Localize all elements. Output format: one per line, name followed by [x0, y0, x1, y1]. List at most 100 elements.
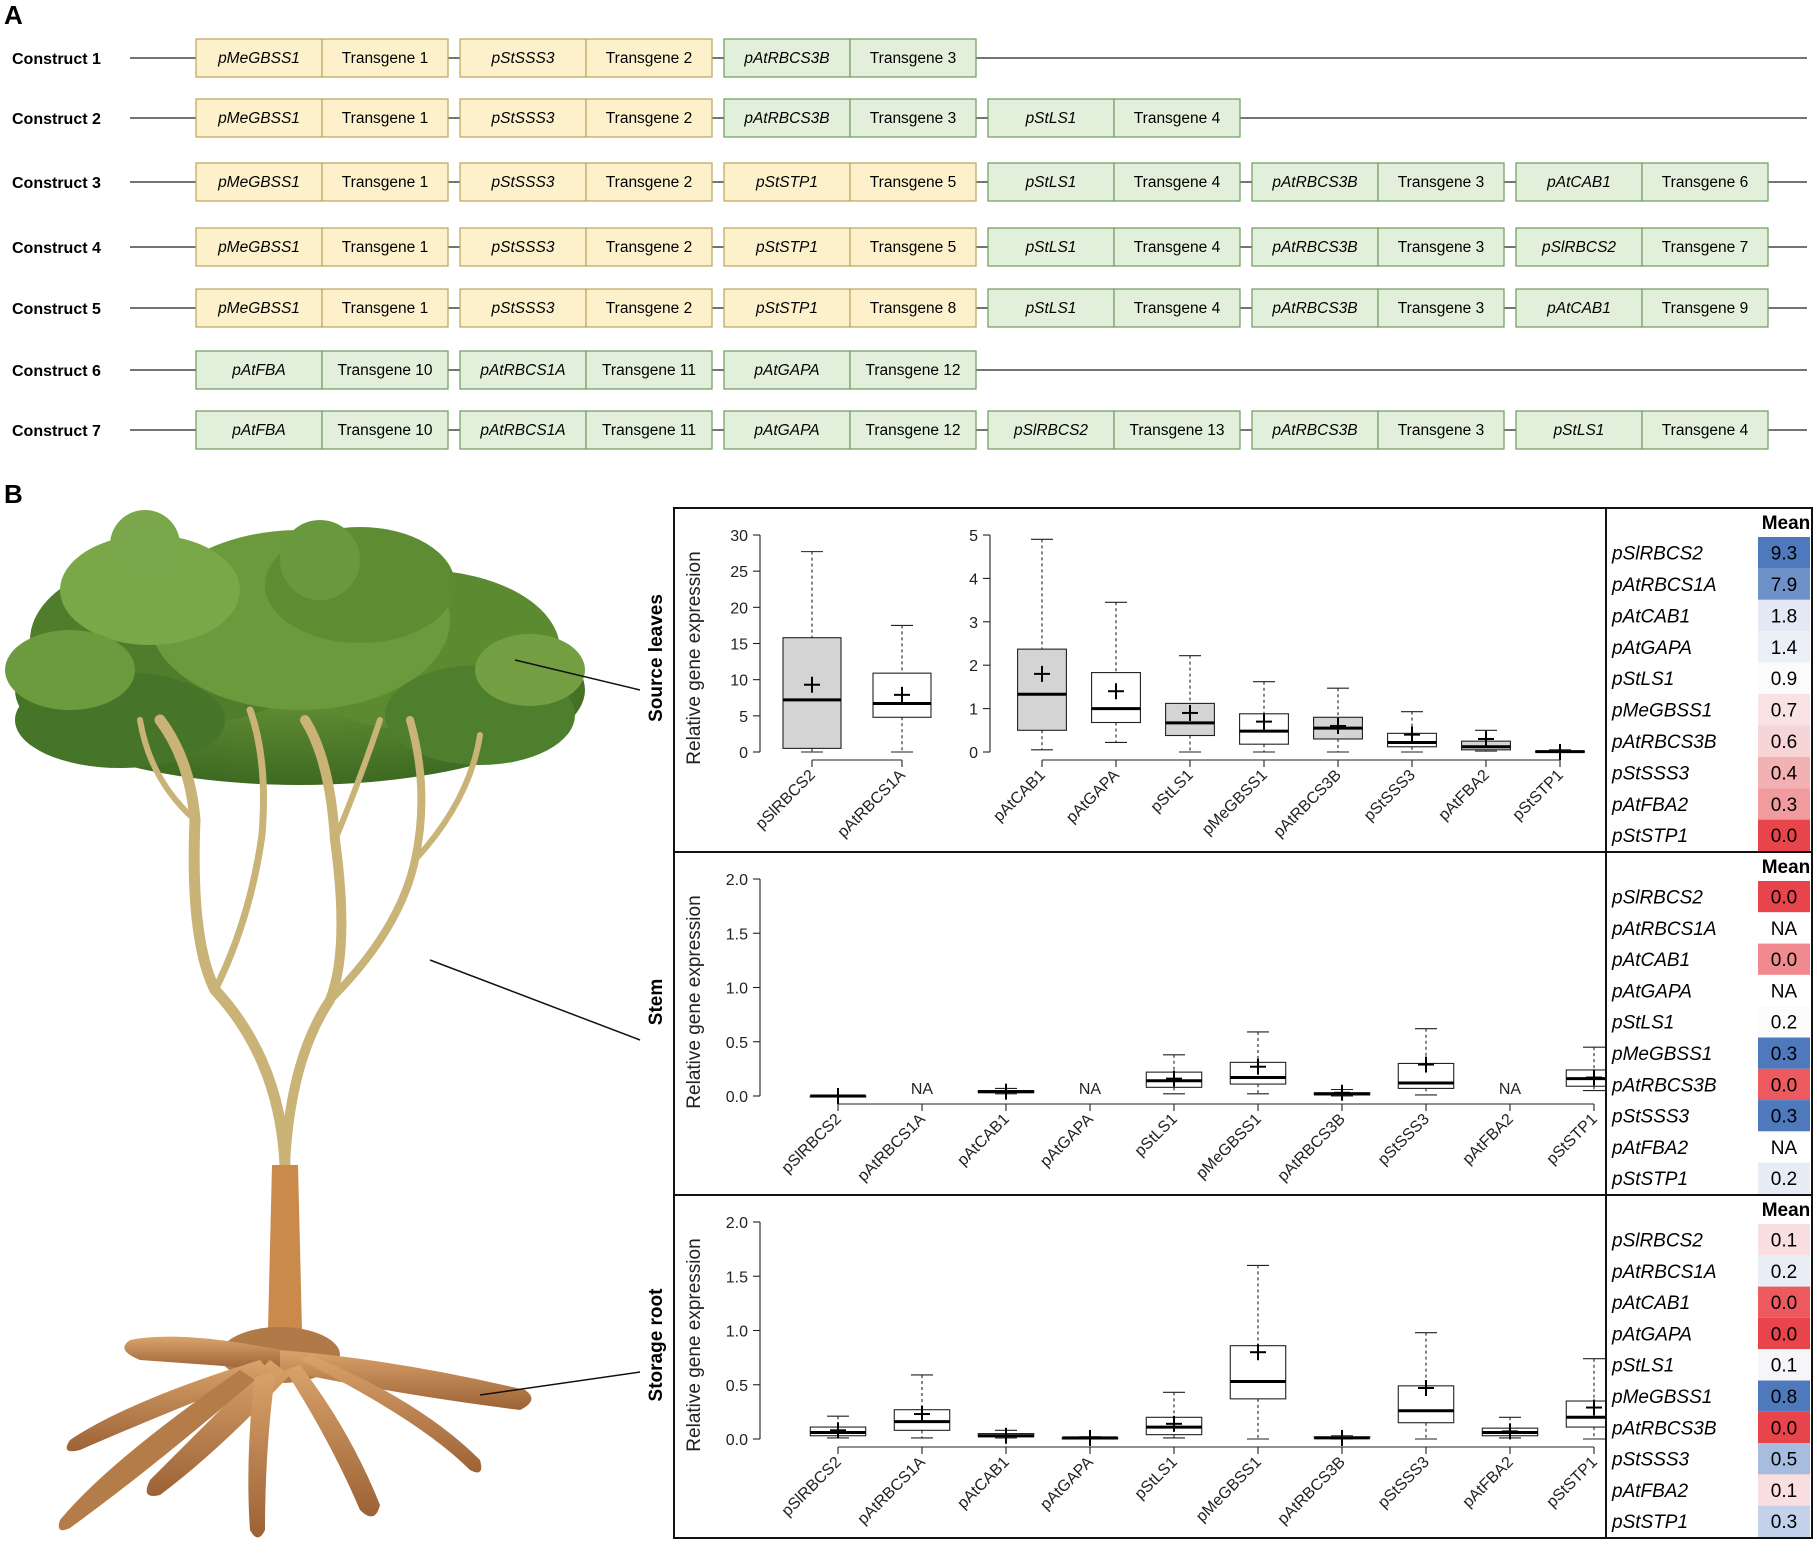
box-plot-pAtRBCS3B	[1313, 687, 1363, 753]
transgene-box	[321, 410, 449, 450]
transgene-box	[585, 38, 713, 78]
promoter-box	[1251, 162, 1379, 202]
promoter-label: pStLS1	[1025, 174, 1077, 191]
box-plot-pAtFBA2	[1461, 729, 1511, 752]
promoter-label: pStSSS3	[491, 300, 555, 317]
mean-table-promoter: pMeGBSS1	[1611, 701, 1712, 722]
box-plot-pAtRBCS1A	[872, 624, 932, 753]
cassette: pAtGAPA Transgene 12	[723, 410, 977, 450]
promoter-label: pAtRBCS3B	[1271, 174, 1357, 191]
mean-table-value: 0.2	[1771, 1169, 1797, 1190]
expression-charts: Source leaves Relative gene expression 0 5 1…	[646, 507, 1813, 1539]
box-plot-pAtRBCS1A	[893, 1374, 951, 1439]
y-tick-label: 1.5	[726, 926, 748, 943]
mean-table-promoter: pSlRBCS2	[1611, 1231, 1703, 1252]
promoter-label: pMeGBSS1	[217, 110, 300, 127]
box-plot-pAtFBA2: NA	[1499, 1081, 1522, 1098]
mean-table-value: 0.9	[1771, 669, 1797, 690]
promoter-label: pStLS1	[1025, 239, 1077, 256]
construct-label: Construct 3	[12, 175, 101, 192]
pointer-line-source-leaves	[514, 659, 641, 691]
transgene-box	[321, 350, 449, 390]
transgene-box	[585, 98, 713, 138]
promoter-box	[987, 162, 1115, 202]
promoter-label: pAtRBCS1A	[479, 362, 565, 379]
promoter-box	[1251, 227, 1379, 267]
transgene-label: Transgene 5	[870, 239, 956, 256]
transgene-box	[1641, 162, 1769, 202]
cassette: pSlRBCS2 Transgene 7	[1515, 227, 1769, 267]
promoter-label: pSlRBCS2	[1541, 239, 1616, 256]
construct-label: Construct 4	[12, 240, 101, 257]
promoter-box	[459, 410, 587, 450]
chart-panel-source-leaves: Source leaves Relative gene expression 0 5 1…	[646, 507, 1813, 853]
cassette: pMeGBSS1 Transgene 1	[195, 288, 449, 328]
box-plot-pAtGAPA	[1061, 1429, 1119, 1446]
promoter-box	[195, 162, 323, 202]
mean-table-value: 0.4	[1771, 763, 1798, 784]
cassette: pStLS1 Transgene 4	[987, 288, 1241, 328]
chart-frame	[673, 851, 1607, 1196]
mean-value-cell	[1758, 1224, 1810, 1256]
transgene-label: Transgene 2	[606, 239, 692, 256]
y-axis-title: Relative gene expression	[684, 895, 705, 1108]
transgene-box	[1641, 410, 1769, 450]
mean-table-value: 0.0	[1771, 950, 1797, 971]
transgene-box	[1641, 227, 1769, 267]
transgene-box	[849, 288, 977, 328]
mean-table-promoter: pAtCAB1	[1611, 606, 1690, 627]
y-tick-label: 1.0	[726, 1324, 748, 1341]
promoter-label: pMeGBSS1	[217, 239, 300, 256]
promoter-label: pAtRBCS1A	[479, 422, 565, 439]
construct-label: Construct 1	[12, 51, 101, 68]
transgene-box	[321, 227, 449, 267]
transgene-label: Transgene 4	[1134, 300, 1221, 317]
mean-table-value: 7.9	[1771, 575, 1797, 596]
transgene-label: Transgene 4	[1662, 422, 1749, 439]
transgene-label: Transgene 13	[1129, 422, 1224, 439]
promoter-box	[459, 350, 587, 390]
mean-table-value: 0.0	[1771, 1324, 1797, 1345]
mean-table-value: 0.0	[1771, 1418, 1797, 1439]
transgene-label: Transgene 3	[1398, 300, 1484, 317]
box-plot-pAtFBA2	[1481, 1416, 1539, 1440]
construct-row: Construct 1 pMeGBSS1 Transgene 1 pStSSS3 Tra…	[12, 38, 1807, 78]
mean-table-header: Mean	[1762, 1200, 1811, 1221]
cassette: pStSTP1 Transgene 5	[723, 227, 977, 267]
mean-value-cell	[1758, 1068, 1810, 1101]
mean-table-promoter: pStLS1	[1611, 1356, 1674, 1377]
transgene-label: Transgene 1	[342, 110, 428, 127]
construct-diagram: Construct 1 pMeGBSS1 Transgene 1 pStSSS3 Tra…	[12, 38, 1807, 450]
mean-table-value: 0.0	[1771, 888, 1797, 909]
promoter-box	[723, 227, 851, 267]
y-axis-title: Relative gene expression	[684, 1238, 705, 1451]
promoter-label: pStSTP1	[755, 300, 818, 317]
box-plot-pStSSS3	[1397, 1332, 1455, 1440]
transgene-box	[849, 98, 977, 138]
y-tick-label: 0	[739, 745, 748, 762]
mean-table: Mean pSlRBCS2 0.0 pAtRBCS1A NA pAtCAB1 0.0 pAtG…	[1605, 851, 1813, 1196]
promoter-label: pStSTP1	[755, 239, 818, 256]
mean-table-promoter: pAtFBA2	[1611, 1481, 1688, 1502]
transgene-box	[585, 288, 713, 328]
promoter-box	[987, 288, 1115, 328]
mean-table-value: NA	[1771, 1138, 1798, 1159]
transgene-label: Transgene 6	[1662, 174, 1748, 191]
transgene-label: Transgene 1	[342, 174, 428, 191]
construct-row: Construct 6 pAtFBA Transgene 10 pAtRBCS1A Tr…	[12, 350, 1807, 390]
transgene-box	[585, 410, 713, 450]
promoter-label: pAtFBA	[231, 362, 285, 379]
mean-table-value: 0.1	[1771, 1356, 1797, 1377]
transgene-box	[585, 350, 713, 390]
promoter-box	[1515, 227, 1643, 267]
transgene-label: Transgene 2	[606, 110, 692, 127]
transgene-label: Transgene 3	[870, 50, 956, 67]
transgene-label: Transgene 11	[602, 422, 696, 439]
box-plot-pAtRBCS3B	[1313, 1084, 1371, 1101]
transgene-label: Transgene 3	[1398, 239, 1484, 256]
mean-table-promoter: pAtCAB1	[1611, 950, 1690, 971]
cassette: pAtCAB1 Transgene 9	[1515, 288, 1769, 328]
mean-value-cell	[1758, 599, 1810, 632]
transgene-box	[1113, 410, 1241, 450]
